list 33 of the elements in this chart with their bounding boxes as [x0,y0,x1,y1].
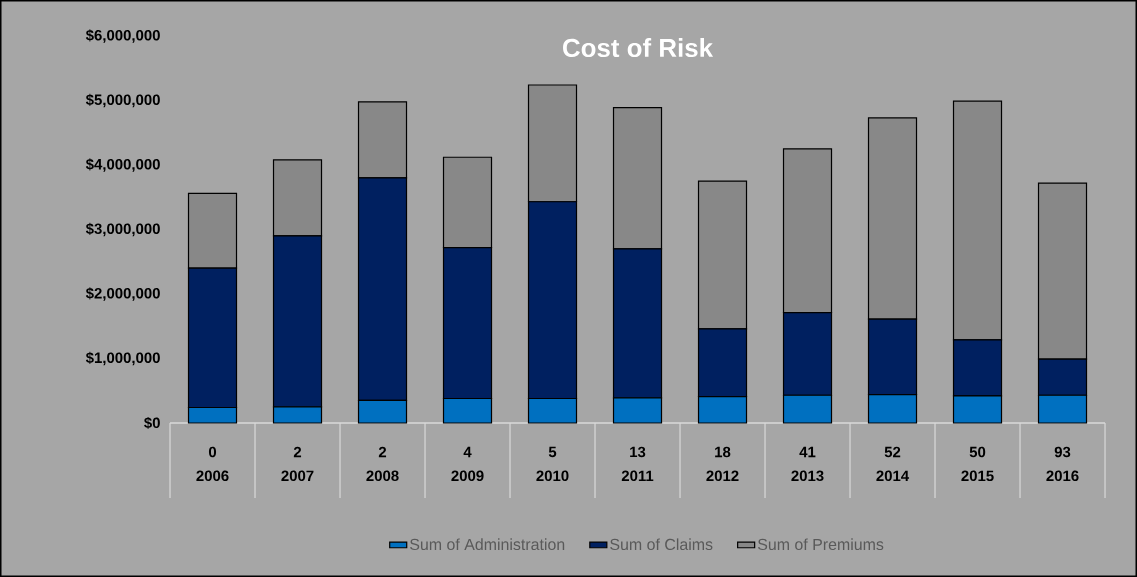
text: 18 [715,446,731,458]
y-tick-label: $6,000,000 [85,29,160,43]
x-tick-label: 2010 [536,470,569,482]
text: 5 [548,446,557,458]
x-tick-label: 2011 [621,470,654,482]
x-tick-label: 2006 [196,470,229,482]
x-tick-label: 2007 [281,470,314,482]
text: 41 [799,446,816,458]
x-tick-label: 2008 [366,470,399,482]
y-tick-label: $3,000,000 [85,222,160,237]
y-tick-label: $0 [144,416,160,430]
text: 13 [630,446,646,458]
x-tick-label: 2009 [451,470,484,482]
legend-label: Sum of Administration [410,538,565,551]
y-tick-label: $5,000,000 [85,93,160,108]
x-tick-label: 2013 [791,470,824,482]
text: 4 [463,446,472,458]
text: 2 [378,446,387,458]
text: 52 [884,446,901,458]
chart-title: Cost of Risk [563,38,714,58]
x-tick-label: 2015 [961,470,994,482]
text: 2 [293,446,302,458]
legend-label: Sum of Premiums [757,538,884,551]
text: 0 [208,446,217,458]
legend-label: Sum of Claims [610,538,713,551]
x-tick-label: 2016 [1046,470,1079,482]
y-tick-label: $4,000,000 [85,158,160,172]
x-tick-label: 2012 [706,470,739,482]
x-tick-label: 2014 [876,470,910,482]
y-tick-label: $2,000,000 [85,287,160,301]
y-tick-label: $1,000,000 [85,351,160,366]
text: 50 [969,446,986,458]
text: 93 [1054,446,1071,458]
